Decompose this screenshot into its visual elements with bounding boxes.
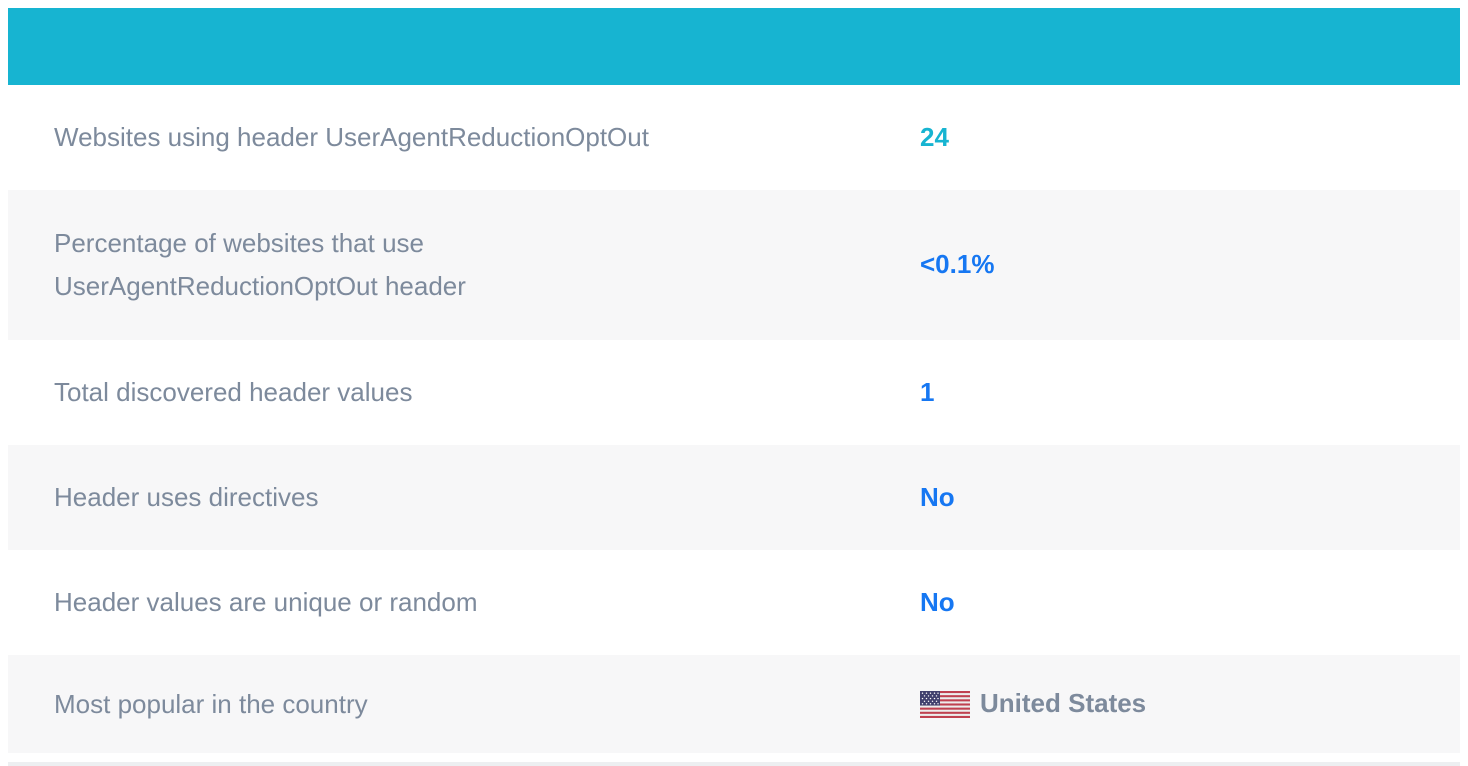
row-value-text: No bbox=[920, 481, 955, 512]
row-label: Header uses directives bbox=[8, 476, 920, 519]
row-value: No bbox=[920, 587, 955, 618]
row-value-text: 24 bbox=[920, 121, 949, 152]
row-label-text: Most popular in the country bbox=[54, 688, 368, 719]
row-value-text: United States bbox=[980, 688, 1147, 719]
table-row: Most popular in the country bbox=[8, 655, 1460, 753]
row-value-text: <0.1% bbox=[920, 249, 995, 280]
table-row: Percentage of websites that use UserAgen… bbox=[8, 190, 1460, 340]
row-label: Total discovered header values bbox=[8, 371, 920, 414]
us-flag-icon bbox=[920, 690, 970, 718]
row-label-text: Percentage of websites that use UserAgen… bbox=[54, 228, 466, 301]
row-value: 24 bbox=[920, 122, 949, 153]
row-value-text: 1 bbox=[920, 376, 935, 407]
table-header-bar bbox=[8, 8, 1460, 85]
row-label-text: Total discovered header values bbox=[54, 377, 413, 408]
row-value: United States bbox=[920, 688, 1146, 719]
row-label: Percentage of websites that use UserAgen… bbox=[8, 222, 920, 308]
table-row: Header values are unique or random No bbox=[8, 550, 1460, 655]
row-label-text: Websites using header UserAgentReduction… bbox=[54, 122, 649, 153]
row-label: Most popular in the country bbox=[8, 683, 920, 726]
row-value-text: No bbox=[920, 586, 955, 617]
row-label-text: Header uses directives bbox=[54, 482, 319, 513]
table-row: Websites using header UserAgentReduction… bbox=[8, 85, 1460, 190]
row-value: 1 bbox=[920, 377, 934, 408]
row-value: No bbox=[920, 482, 955, 513]
row-label: Websites using header UserAgentReduction… bbox=[8, 116, 920, 159]
table-row: Header uses directives No bbox=[8, 445, 1460, 550]
table-row: Total discovered header values 1 bbox=[8, 340, 1460, 445]
row-label-text: Header values are unique or random bbox=[54, 587, 478, 618]
row-value: <0.1% bbox=[920, 249, 994, 280]
row-label: Header values are unique or random bbox=[8, 581, 920, 624]
next-row-edge bbox=[8, 762, 1460, 766]
header-stats-table: Websites using header UserAgentReduction… bbox=[8, 85, 1460, 753]
